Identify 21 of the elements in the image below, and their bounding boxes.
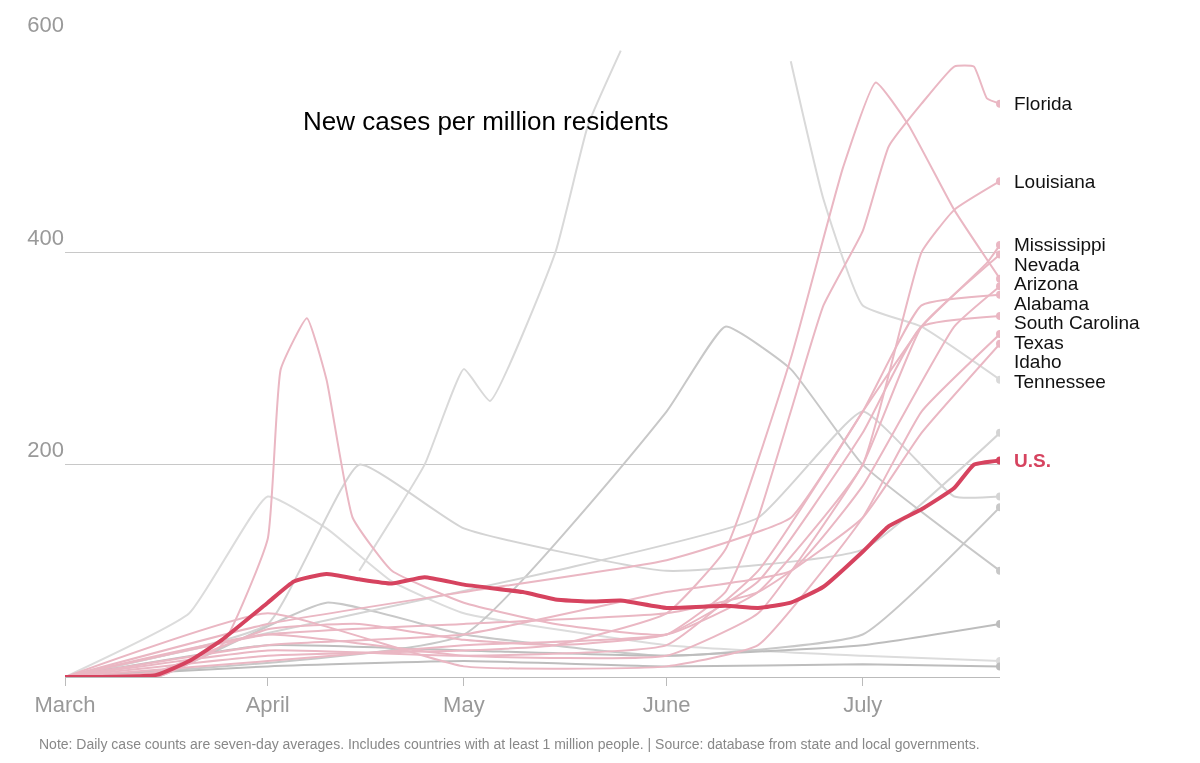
x-tick-label: June [642,692,691,718]
x-tick-label: April [245,692,290,718]
y-tick-label: 600 [27,12,64,38]
series-label: Tennessee [1014,371,1106,392]
series-label: U.S. [1014,450,1051,471]
series-label: Florida [1014,93,1073,114]
series-label: Texas [1014,332,1064,353]
y-tick-label: 400 [27,224,64,250]
series-label: Alabama [1014,293,1090,314]
x-tick-label: July [843,692,883,718]
text: Note: Daily case counts are seven-day averages. Includes countries with at least 1 million people. | Source: database from state and local governments. [39,736,980,752]
series-label: South Carolina [1014,312,1141,333]
series-label: Arizona [1014,273,1079,294]
series-label: Idaho [1014,351,1062,372]
series-label: Louisiana [1014,171,1096,192]
x-tick-label: May [443,692,485,718]
y-tick-label: 200 [27,436,64,462]
series-label: Nevada [1014,254,1080,275]
x-tick-label: March [34,692,96,718]
series-label: Mississippi [1014,234,1106,255]
text: New cases per million residents [303,106,669,136]
